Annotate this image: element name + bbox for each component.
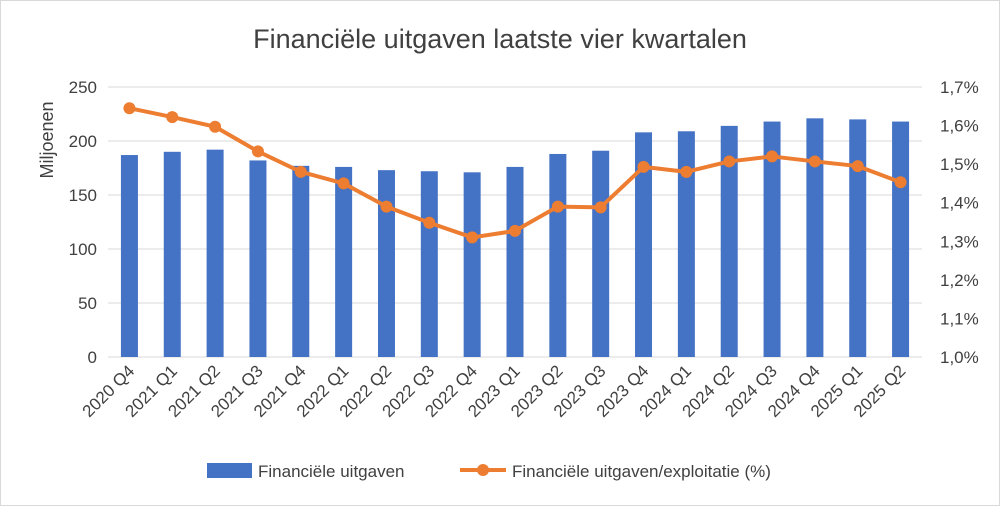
bar xyxy=(249,160,267,357)
bar xyxy=(849,119,867,358)
legend-label-bar: Financiële uitgaven xyxy=(258,462,404,481)
line-point xyxy=(209,120,222,133)
legend-label-line: Financiële uitgaven/exploitatie (%) xyxy=(512,462,771,481)
bar-series xyxy=(120,118,910,358)
bar xyxy=(206,149,224,357)
line-point xyxy=(466,231,479,244)
y-tick-label: 0 xyxy=(88,348,97,367)
bar xyxy=(120,155,138,357)
y2-tick-label: 1,0% xyxy=(940,348,979,367)
bar xyxy=(806,118,824,357)
line-point xyxy=(766,150,779,163)
bar xyxy=(635,132,653,357)
y2-tick-label: 1,6% xyxy=(940,117,979,136)
y2-tick-label: 1,2% xyxy=(940,271,979,290)
y-axis-left: 0 50 100 150 200 250 xyxy=(69,78,97,367)
legend: Financiële uitgaven Financiële uitgaven/… xyxy=(207,462,771,481)
y-axis-right: 1,0% 1,1% 1,2% 1,3% 1,4% 1,5% 1,6% 1,7% xyxy=(940,78,979,367)
line-point xyxy=(123,102,136,115)
y2-tick-label: 1,7% xyxy=(940,78,979,97)
y-tick-label: 250 xyxy=(69,78,97,97)
chart-title: Financiële uitgaven laatste vier kwartal… xyxy=(253,24,747,54)
line-series xyxy=(123,102,907,244)
line-point xyxy=(509,224,521,237)
bar xyxy=(763,121,781,357)
y-tick-label: 200 xyxy=(69,132,97,151)
legend-swatch-marker xyxy=(477,464,489,476)
bar xyxy=(677,131,695,357)
bar xyxy=(292,165,310,357)
bar xyxy=(892,121,910,357)
line-point xyxy=(637,160,650,173)
line-point xyxy=(380,200,393,213)
bar xyxy=(377,170,395,357)
line-point xyxy=(594,201,607,214)
bar xyxy=(720,125,738,357)
line-point xyxy=(423,216,436,229)
y2-tick-label: 1,1% xyxy=(940,309,979,328)
bar xyxy=(163,151,181,357)
line-point xyxy=(808,155,821,168)
bar xyxy=(549,153,567,357)
y2-tick-label: 1,5% xyxy=(940,155,979,174)
line-point xyxy=(251,145,264,158)
bar xyxy=(335,166,353,357)
line-point xyxy=(723,155,736,168)
bar xyxy=(420,171,438,357)
legend-swatch-bar xyxy=(207,463,252,478)
y-axis-title: Miljoenen xyxy=(37,101,57,178)
line-point xyxy=(894,176,907,189)
line-point xyxy=(551,200,564,213)
y-tick-label: 150 xyxy=(69,186,97,205)
line-point xyxy=(166,111,179,124)
line-point xyxy=(337,177,350,190)
bar xyxy=(592,150,610,357)
line-point xyxy=(851,160,864,173)
line-point xyxy=(680,165,693,178)
y-tick-label: 50 xyxy=(78,294,97,313)
line-point xyxy=(294,165,307,178)
bar xyxy=(506,166,524,357)
y-tick-label: 100 xyxy=(69,240,97,259)
bar xyxy=(463,172,481,357)
y2-tick-label: 1,4% xyxy=(940,194,979,213)
y2-tick-label: 1,3% xyxy=(940,232,979,251)
